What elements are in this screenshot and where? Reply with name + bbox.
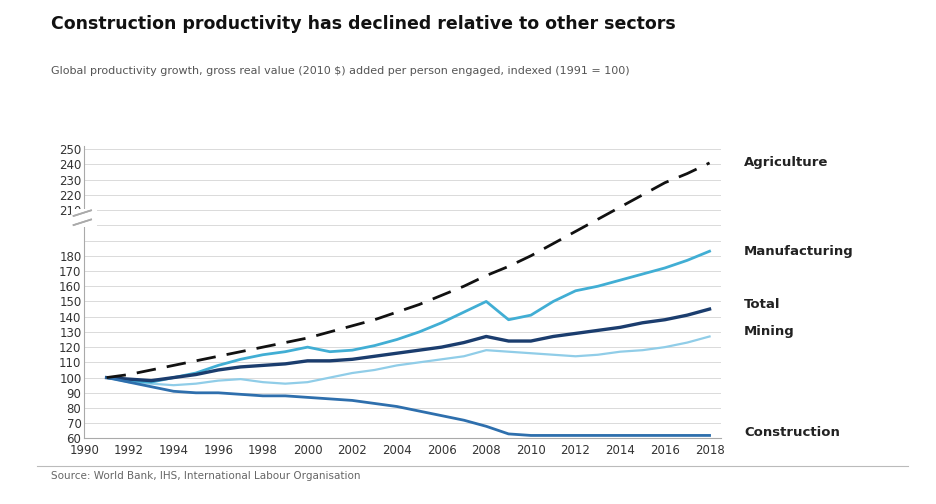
Text: Total: Total bbox=[744, 298, 781, 311]
Text: Construction productivity has declined relative to other sectors: Construction productivity has declined r… bbox=[51, 15, 676, 33]
Text: Global productivity growth, gross real value (2010 $) added per person engaged, : Global productivity growth, gross real v… bbox=[51, 66, 630, 76]
Text: Mining: Mining bbox=[744, 326, 795, 338]
Text: Source: World Bank, IHS, International Labour Organisation: Source: World Bank, IHS, International L… bbox=[51, 471, 361, 481]
Text: Construction: Construction bbox=[744, 426, 840, 439]
Text: Agriculture: Agriculture bbox=[744, 156, 828, 169]
Text: Manufacturing: Manufacturing bbox=[744, 245, 854, 258]
Bar bbox=[71, 209, 97, 227]
